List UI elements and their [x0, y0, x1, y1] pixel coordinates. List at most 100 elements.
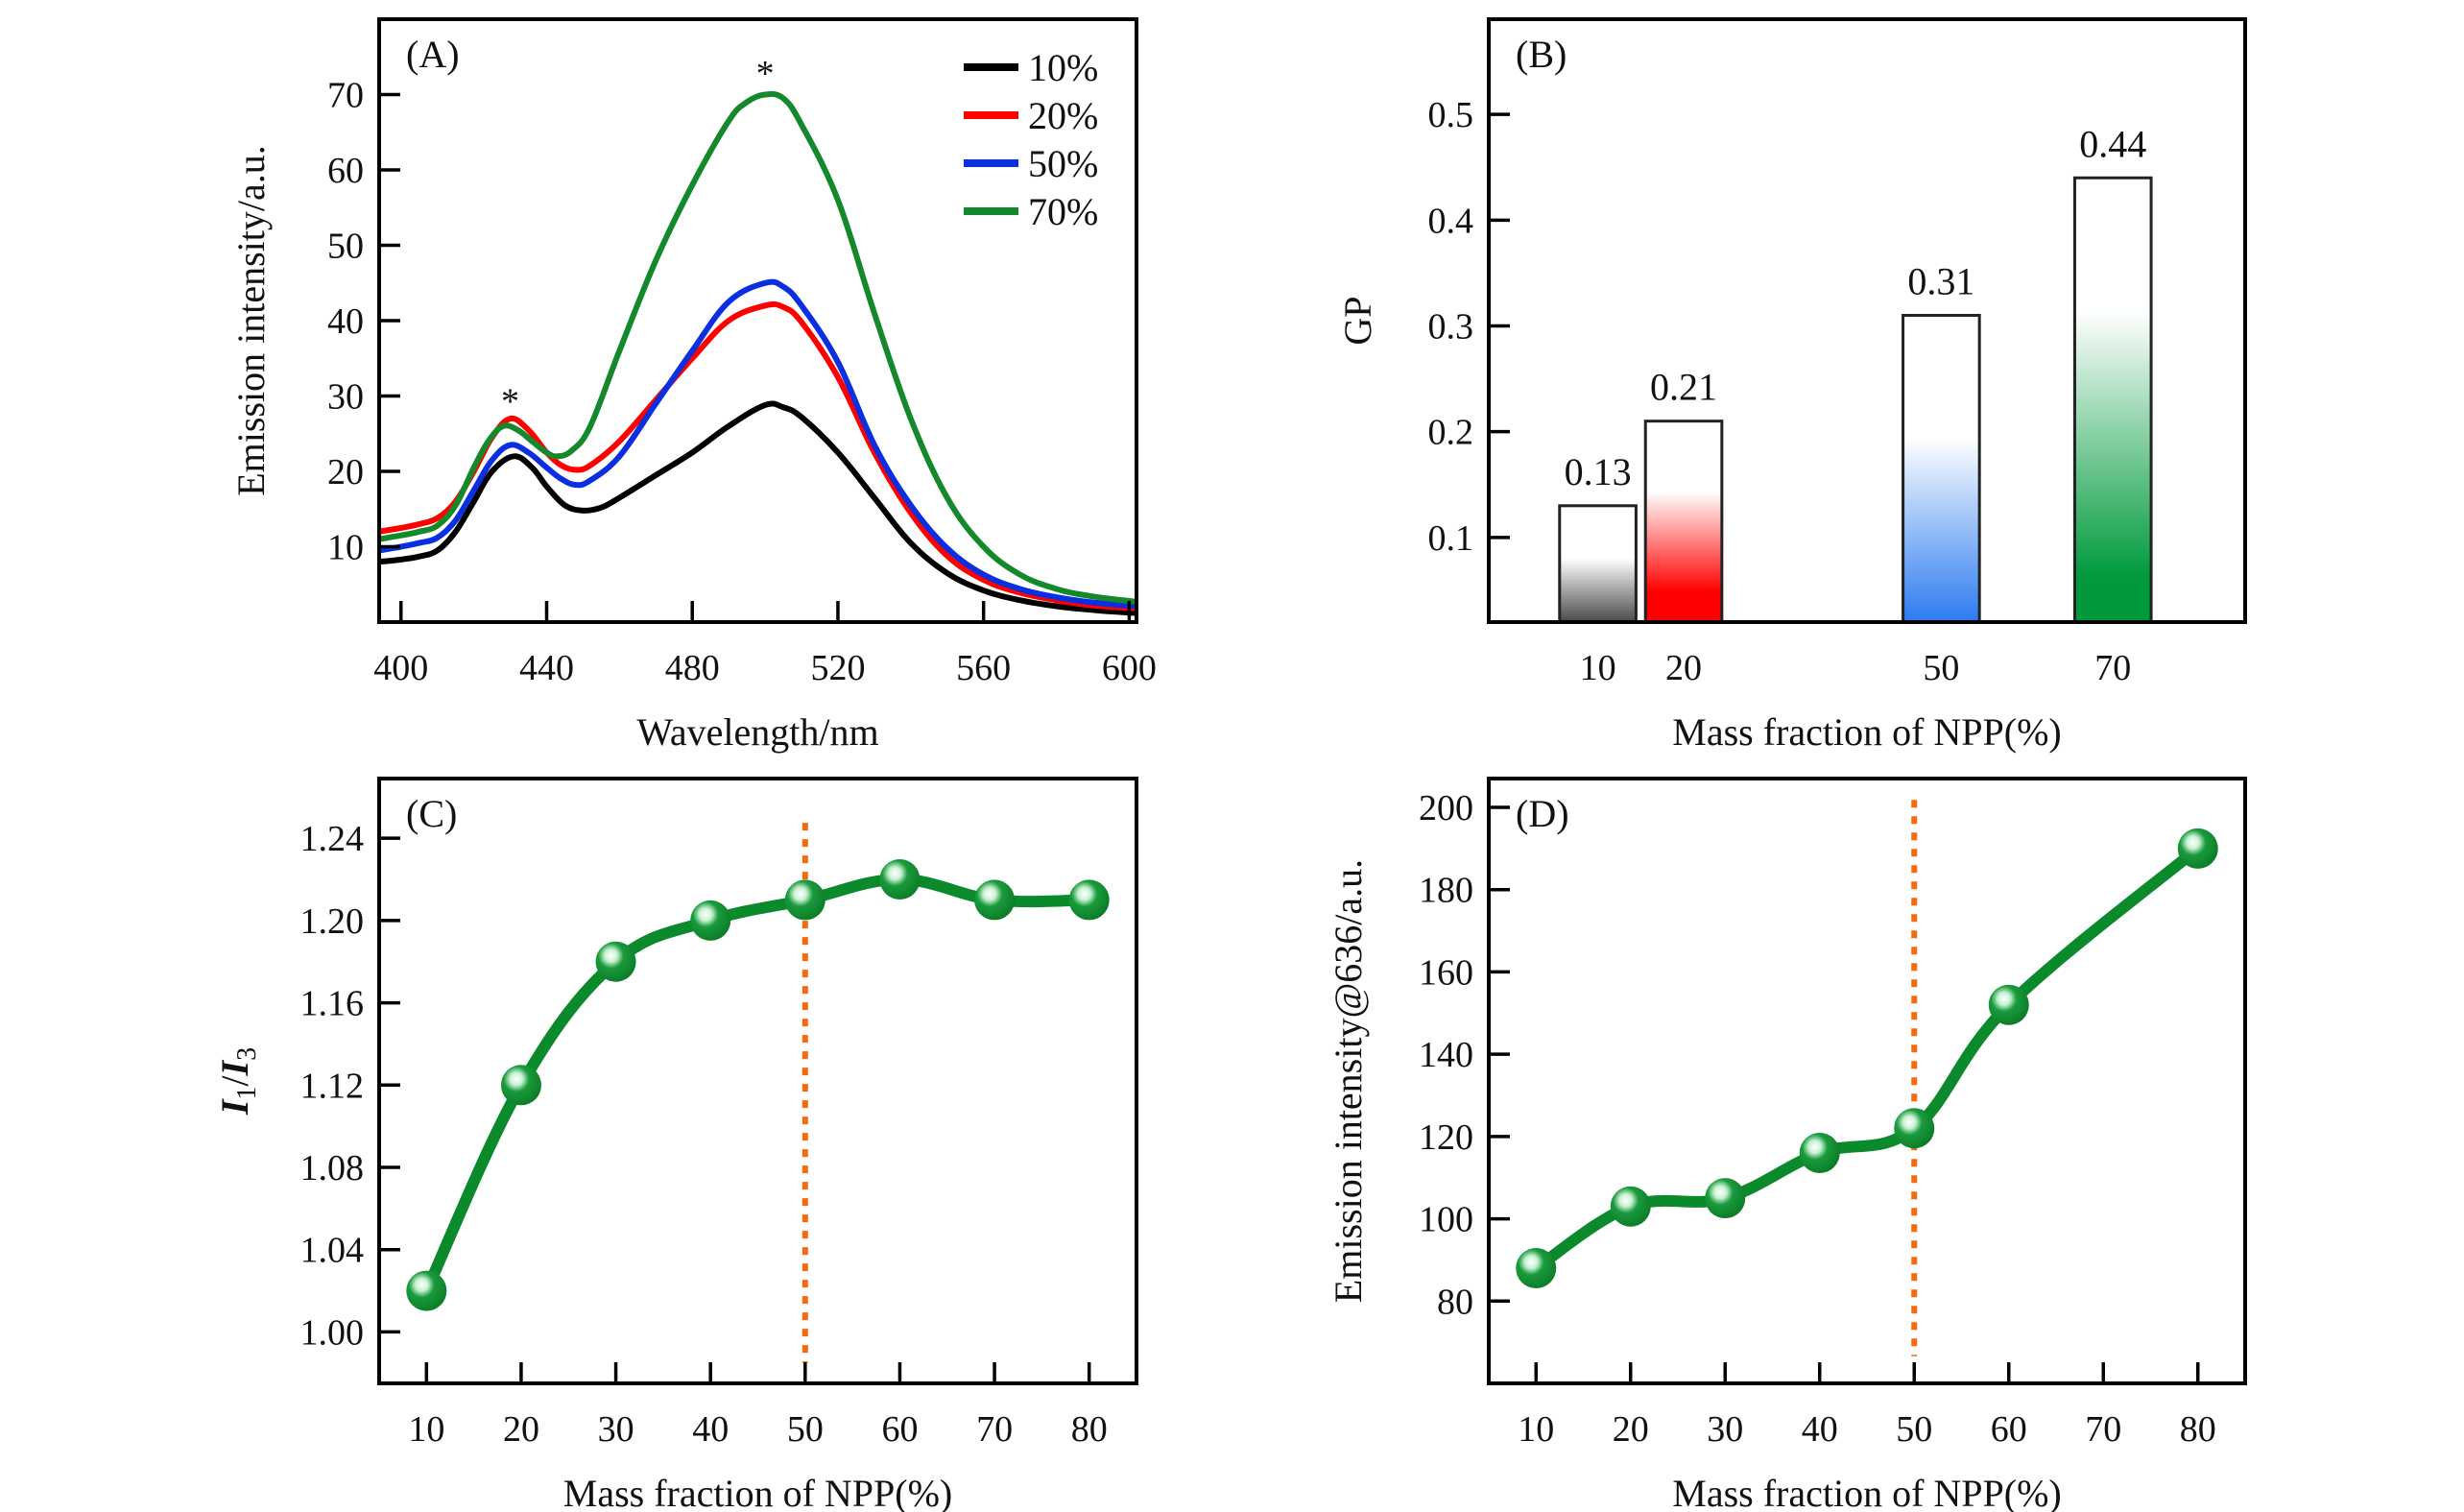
- bar-value-label: 0.21: [1650, 366, 1717, 409]
- panel-d-x-ticks: 10 20 30 40 50 60 70 80: [1518, 1362, 2216, 1450]
- y-tick-label: 0.1: [1428, 518, 1474, 559]
- data-point-marker: [2177, 828, 2218, 869]
- x-tick-label: 80: [1071, 1409, 1108, 1450]
- bar-value-label: 0.13: [1565, 450, 1632, 493]
- panel-b-y-ticks: 0.1 0.2 0.3 0.4 0.5: [1428, 95, 1510, 559]
- bar-10: [1558, 504, 1638, 624]
- panel-d-label: (D): [1516, 792, 1569, 835]
- x-tick-label: 70: [2085, 1409, 2121, 1450]
- x-tick-label: 10: [408, 1409, 444, 1450]
- panel-d-marks: [1516, 800, 2218, 1356]
- x-tick-label: 20: [503, 1409, 539, 1450]
- panel-a-y-ticks: 10 20 30 40 50 60 70: [327, 76, 400, 568]
- data-point-marker: [1799, 1133, 1840, 1173]
- panel-a-label: (A): [406, 33, 460, 76]
- data-point-marker: [595, 941, 636, 982]
- data-point-marker: [1516, 1248, 1557, 1288]
- y-tick-label: 80: [1437, 1282, 1473, 1322]
- panel-d-y-axis-title: Emission intensity@636/a.u.: [1327, 859, 1370, 1303]
- y-tick-label: 1.00: [300, 1312, 365, 1353]
- panel-a-x-ticks: 400 440 480 520 560 600: [373, 601, 1157, 688]
- data-point-marker: [879, 859, 921, 900]
- bar-value-label: 0.44: [2079, 122, 2146, 165]
- x-tick-label: 10: [1580, 648, 1616, 688]
- data-point-marker: [784, 879, 825, 921]
- x-tick-label: 520: [810, 648, 865, 688]
- panel-a-emission-spectra: 400 440 480 520 560 600 10 20 30 40 50 60 70 (A) Wa…: [229, 17, 1157, 754]
- panel-b-marks: 0.13 0.21 0.31 0.44: [1558, 122, 2153, 624]
- y-tick-label: 1.08: [300, 1148, 365, 1188]
- x-tick-label: 480: [665, 648, 720, 688]
- x-tick-label: 440: [519, 648, 574, 688]
- bar-50: [1902, 313, 1981, 624]
- y-tick-label: 50: [327, 227, 364, 267]
- y-tick-label: 200: [1419, 788, 1473, 828]
- panel-c-label: (C): [406, 792, 457, 835]
- y-tick-label: 70: [327, 76, 364, 116]
- bar-20: [1643, 420, 1724, 624]
- legend-label: 10%: [1028, 46, 1098, 89]
- panel-d-frame: [1487, 777, 2247, 1385]
- y-tick-label: 0.5: [1428, 95, 1474, 135]
- y-tick-label: 180: [1419, 871, 1473, 911]
- panel-b-x-axis-title: Mass fraction of NPP(%): [1672, 710, 2062, 754]
- data-point-marker: [406, 1270, 447, 1311]
- data-point-marker: [690, 900, 731, 941]
- x-tick-label: 400: [373, 648, 428, 688]
- bar-70: [2072, 176, 2153, 624]
- panel-a-y-axis-title: Emission intensity/a.u.: [229, 145, 273, 496]
- series-line-70pct: [379, 90, 1136, 605]
- y-tick-label: 1.16: [300, 984, 365, 1024]
- panel-c-frame: [377, 777, 1138, 1385]
- panel-b-x-ticks: 10 20 50 70: [1580, 648, 2132, 688]
- y-tick-label: 100: [1419, 1200, 1473, 1240]
- x-tick-label: 70: [2094, 648, 2131, 688]
- y-tick-label: 1.20: [300, 901, 365, 942]
- data-point-marker: [500, 1065, 541, 1106]
- legend-label: 70%: [1028, 190, 1098, 233]
- series-line-10pct: [379, 400, 1136, 616]
- x-tick-label: 560: [956, 648, 1011, 688]
- x-tick-label: 60: [1991, 1409, 2027, 1450]
- x-tick-label: 50: [787, 1409, 824, 1450]
- x-tick-label: 20: [1613, 1409, 1649, 1450]
- x-tick-label: 20: [1665, 648, 1702, 688]
- peak-asterisk: *: [501, 381, 519, 421]
- legend-label: 20%: [1028, 94, 1098, 137]
- panel-d-x-axis-title: Mass fraction of NPP(%): [1672, 1472, 2062, 1512]
- panel-c-y-axis-title: I1/I3: [213, 1047, 262, 1116]
- legend-label: 50%: [1028, 142, 1098, 185]
- y-tick-label: 1.12: [300, 1066, 365, 1106]
- panel-a-legend: 10% 20% 50% 70%: [964, 46, 1098, 233]
- panel-b-gp-bars: 0.13 0.21 0.31 0.44 10 20 50 70 0.10.20.30.40.…: [1336, 17, 2247, 754]
- x-tick-label: 40: [692, 1409, 729, 1450]
- x-tick-label: 50: [1923, 648, 1959, 688]
- x-tick-label: 30: [598, 1409, 634, 1450]
- panel-b-frame: [1487, 17, 2247, 624]
- x-tick-label: 30: [1707, 1409, 1743, 1450]
- panel-d-y-ticks: 80 100 120 140 160 180 200: [1419, 788, 1510, 1322]
- y-tick-label: 160: [1419, 952, 1473, 993]
- data-point-marker: [1988, 984, 2029, 1025]
- panel-c-marks: [406, 823, 1110, 1363]
- x-tick-label: 70: [976, 1409, 1013, 1450]
- x-tick-label: 60: [881, 1409, 918, 1450]
- data-point-marker: [1068, 879, 1110, 921]
- y-tick-label: 140: [1419, 1035, 1473, 1075]
- panel-c-x-ticks: 10 20 30 40 50 60 70 80: [408, 1362, 1108, 1450]
- y-tick-label: 30: [327, 377, 364, 418]
- y-tick-label: 1.24: [300, 819, 365, 859]
- panel-a-x-axis-title: Wavelength/nm: [636, 710, 878, 754]
- data-point-marker: [1610, 1186, 1651, 1227]
- bar-value-label: 0.31: [1907, 259, 1974, 302]
- y-tick-label: 40: [327, 301, 364, 342]
- x-tick-label: 40: [1802, 1409, 1838, 1450]
- panel-a-frame: [377, 17, 1138, 624]
- y-tick-label: 0.3: [1428, 307, 1474, 348]
- data-point-marker: [974, 879, 1016, 921]
- y-tick-label: 20: [327, 452, 364, 492]
- panel-c-x-axis-title: Mass fraction of NPP(%): [563, 1472, 953, 1512]
- series-line-50pct: [379, 278, 1136, 610]
- data-point-marker: [1894, 1108, 1935, 1149]
